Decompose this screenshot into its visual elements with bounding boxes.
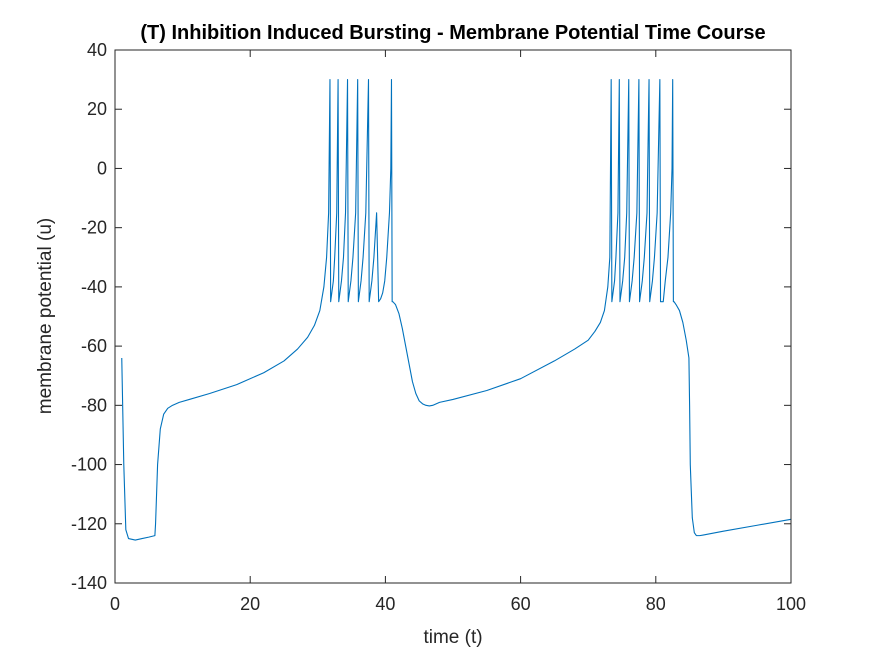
x-tick-label: 60	[511, 594, 531, 614]
y-tick-label: -100	[71, 455, 107, 475]
chart-title: (T) Inhibition Induced Bursting - Membra…	[140, 22, 765, 44]
y-tick-label: 0	[97, 158, 107, 178]
y-tick-label: -60	[81, 336, 107, 356]
x-axis-label: time (t)	[423, 627, 482, 648]
x-tick-label: 80	[646, 594, 666, 614]
ticks: 0 20 40 60 80 100 -140 -120 -100 -80 -60 -40 -20 0 20 4…	[71, 40, 806, 614]
y-tick-label: -140	[71, 573, 107, 593]
series-line[interactable]	[121, 79, 792, 541]
y-axis-label: membrane potential (u)	[35, 218, 56, 414]
y-tick-label: -40	[81, 277, 107, 297]
y-tick-label: 20	[87, 99, 107, 119]
plot-area-frame	[114, 49, 792, 584]
y-tick-label: -20	[81, 218, 107, 238]
x-tick-label: 20	[240, 594, 260, 614]
y-tick-label: 40	[87, 40, 107, 60]
y-tick-label: -80	[81, 395, 107, 415]
x-tick-label: 100	[776, 594, 806, 614]
x-tick-label: 40	[375, 594, 395, 614]
y-tick-label: -120	[71, 514, 107, 534]
x-tick-label: 0	[110, 594, 120, 614]
